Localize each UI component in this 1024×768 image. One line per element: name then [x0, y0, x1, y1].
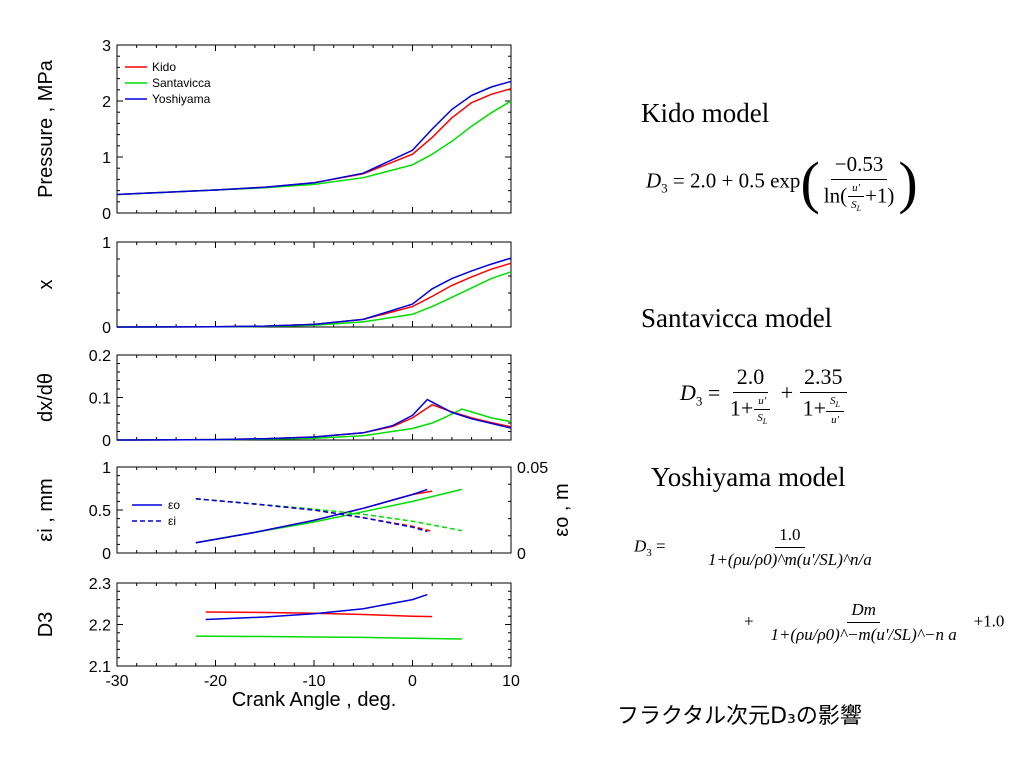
- panel-2-series-santavicca-1: [116, 271, 512, 328]
- x-tick-label: 0: [408, 673, 417, 690]
- x-axis-label: Crank Angle , deg.: [232, 689, 397, 711]
- panel-1-ytick-label: 3: [102, 38, 111, 55]
- yoshiyama-equation-part2: + Dm 1+(ρu/ρ0)^−m(u'/SL)^−n a +1.0: [744, 600, 1005, 644]
- panel-4-series-o-2: [195, 488, 428, 544]
- panel-2-series-yoshiyama-2: [116, 257, 512, 328]
- santavicca-equation: D3 = 2.0 1+ u' SL + 2.35 1+ SL u': [680, 364, 848, 426]
- legend-label-kido: Kido: [152, 60, 176, 74]
- panel-3-ytick-label: 0: [102, 433, 111, 450]
- panel-5-ytick-label: 2.3: [89, 576, 111, 593]
- panel-5-series-kido-0: [205, 611, 433, 618]
- panel-2-ytick-label: 0: [102, 320, 111, 337]
- panel-4-ytick-label: 0.5: [89, 503, 111, 520]
- panel-1-frame: [116, 44, 512, 214]
- panel-1-ytick-label: 2: [102, 94, 111, 111]
- legend-label-eps-0: εo: [168, 498, 180, 512]
- legend-label-santavicca: Santavicca: [152, 76, 211, 90]
- legend-label-yoshiyama: Yoshiyama: [152, 92, 211, 106]
- panel-4-y2tick-label: 0: [517, 546, 526, 563]
- x-tick-label: -10: [302, 673, 325, 690]
- panel-3-ytick-label: 0.1: [89, 391, 111, 408]
- panel-3-series-yoshiyama-2: [116, 398, 512, 441]
- kido-equation: D3 = 2.0 + 0.5 exp(−0.53 ln(u' SL +1)): [646, 149, 918, 215]
- panel-2-frame: [116, 241, 512, 328]
- x-tick-label: -30: [105, 673, 128, 690]
- panel-4-y-label: εi , mm: [35, 478, 57, 541]
- panel-4-series-i-4: [195, 498, 462, 532]
- panel-4-series-i-3: [195, 498, 433, 533]
- panel-5-frame: [116, 582, 512, 667]
- panel-4-ytick-label: 1: [102, 460, 111, 477]
- panel-1-ytick-label: 1: [102, 150, 111, 167]
- panel-1-series-yoshiyama-2: [116, 80, 512, 196]
- panel-2-y-label: x: [35, 280, 57, 290]
- kido-model-title: Kido model: [641, 98, 770, 128]
- yoshiyama-equation-part1: D3 = 1.0 1+(ρu/ρ0)^m(u'/SL)^n/a: [634, 525, 872, 569]
- panel-1-series-santavicca-1: [116, 100, 512, 196]
- panel-5-y-label: D3: [35, 612, 57, 638]
- panel-1-y-label: Pressure , MPa: [35, 59, 57, 198]
- panel-2-ytick-label: 1: [102, 235, 111, 252]
- x-tick-label: -20: [204, 673, 227, 690]
- panel-3-ytick-label: 0.2: [89, 348, 111, 365]
- x-tick-label: 10: [502, 673, 520, 690]
- panel-5-ytick-label: 2.2: [89, 618, 111, 635]
- santavicca-model-title: Santavicca model: [641, 303, 833, 333]
- panel-4-series-i-5: [195, 498, 428, 533]
- yoshiyama-model-title: Yoshiyama model: [651, 462, 846, 492]
- legend-label-eps-1: εi: [168, 514, 176, 528]
- panel-3-y-label: dx/dθ: [35, 373, 57, 422]
- panel-4-y2tick-label: 0.05: [517, 460, 548, 477]
- panel-5-ytick-label: 2.1: [89, 659, 111, 676]
- panel-1-ytick-label: 0: [102, 206, 111, 223]
- panel-4-ytick-label: 0: [102, 546, 111, 563]
- caption-fractal-dimension: フラクタル次元D₃の影響: [617, 704, 862, 729]
- panel-3-frame: [116, 354, 512, 441]
- panel-5-series-santavicca-1: [195, 635, 462, 640]
- panel-2-series-kido-0: [116, 262, 512, 328]
- panel-4-y2-label: εo , m: [551, 483, 573, 536]
- panel-5-series-yoshiyama-2: [205, 593, 428, 621]
